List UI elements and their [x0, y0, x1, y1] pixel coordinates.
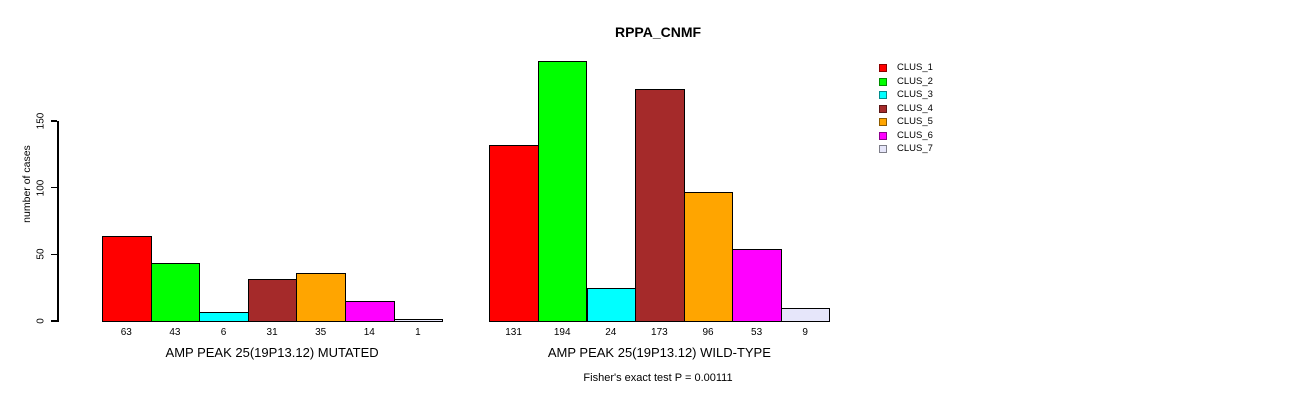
legend-swatch-clus_5 [879, 118, 887, 126]
bar-value-label: 53 [751, 326, 763, 338]
y-tick-label: 50 [35, 248, 47, 260]
y-tick-label: 100 [35, 179, 47, 196]
bar-clus_6-group2 [732, 249, 782, 322]
bar-value-label: 35 [315, 326, 327, 338]
bar-clus_7-group2 [780, 308, 831, 322]
y-tick-mark [51, 120, 57, 122]
legend-swatch-clus_2 [879, 77, 887, 86]
legend-swatch-clus_4 [879, 104, 887, 113]
legend-label: CLUS_1 [897, 62, 933, 73]
y-tick-mark [51, 186, 57, 189]
bar-value-label: 63 [120, 326, 132, 338]
legend-label: CLUS_2 [897, 75, 933, 87]
group-label: AMP PEAK 25(19P13.12) WILD-TYPE [547, 344, 771, 360]
legend-label: CLUS_7 [897, 143, 933, 154]
y-tick-label: 150 [35, 112, 47, 130]
bar-clus_4-group2 [635, 89, 685, 322]
chart-title: RPPA_CNMF [614, 24, 702, 40]
bar-clus_3-group1 [199, 312, 249, 322]
legend-label: CLUS_3 [897, 89, 933, 100]
bar-value-label: 31 [266, 326, 278, 338]
legend-swatch-clus_1 [879, 64, 887, 72]
legend-swatch-clus_6 [879, 131, 887, 140]
bar-value-label: 24 [605, 326, 617, 338]
y-axis-label: number of cases [21, 145, 33, 223]
bar-value-label: 9 [802, 326, 808, 338]
bar-clus_6-group1 [345, 301, 395, 322]
bar-value-label: 194 [553, 326, 571, 338]
fisher-test-caption: Fisher's exact test P = 0.00111 [583, 371, 733, 384]
legend-label: CLUS_6 [897, 129, 933, 141]
bar-value-label: 6 [220, 326, 227, 338]
y-tick-label: 0 [35, 318, 47, 324]
bar-clus_1-group1 [102, 236, 152, 322]
bar-clus_2-group1 [150, 262, 201, 322]
bar-value-label: 173 [651, 326, 668, 338]
bar-value-label: 131 [505, 326, 522, 338]
bar-value-label: 43 [169, 326, 181, 338]
group-label: AMP PEAK 25(19P13.12) MUTATED [165, 344, 379, 360]
bar-clus_5-group2 [683, 192, 734, 322]
y-tick-mark [51, 253, 57, 256]
bar-clus_1-group2 [489, 145, 539, 322]
bar-value-label: 14 [363, 326, 375, 338]
bar-clus_3-group2 [586, 288, 637, 322]
bar-clus_5-group1 [296, 273, 346, 322]
bar-clus_7-group1 [393, 318, 444, 322]
legend-label: CLUS_5 [897, 116, 933, 127]
bar-value-label: 1 [415, 326, 421, 338]
legend-label: CLUS_4 [897, 102, 933, 114]
bar-clus_4-group1 [247, 278, 298, 322]
y-axis-line [57, 121, 59, 322]
legend-swatch-clus_3 [879, 91, 887, 99]
legend-swatch-clus_7 [879, 145, 887, 153]
bar-value-label: 96 [702, 326, 714, 338]
y-tick-mark [51, 320, 57, 322]
bar-clus_2-group2 [537, 61, 588, 322]
